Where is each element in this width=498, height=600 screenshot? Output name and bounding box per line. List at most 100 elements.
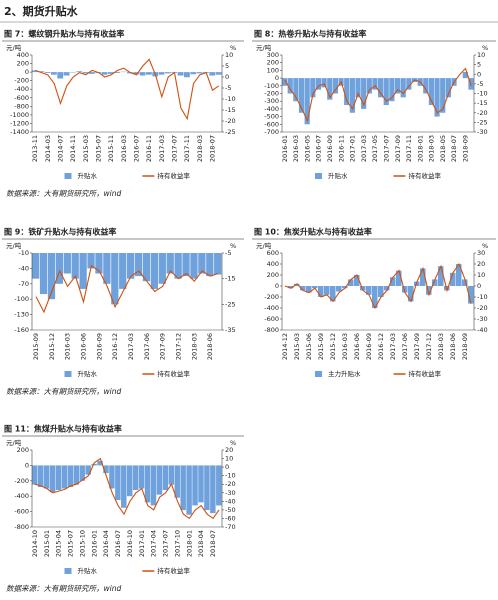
bar [158, 72, 165, 75]
legend-swatch [64, 371, 72, 377]
y2-unit: % [230, 44, 236, 52]
y2-tick-label: -20 [225, 480, 236, 488]
bar [355, 78, 361, 98]
x-tick-label: 2017-10 [173, 530, 181, 557]
x-tick-label: 2016-10 [126, 530, 134, 557]
bar [51, 72, 57, 75]
chart-title: 图 7：螺纹钢升贴水与持有收益率 [4, 29, 124, 39]
bar [101, 72, 108, 75]
x-tick-label: 2017-07 [171, 135, 179, 162]
bar [103, 253, 111, 284]
x-tick-label: 2016-04 [102, 530, 110, 557]
bar [55, 253, 64, 284]
bar [174, 465, 180, 498]
y2-tick-label: -10 [225, 472, 236, 480]
y-unit: 元/吨 [6, 43, 22, 52]
y2-tick-label: -50 [225, 506, 236, 514]
bar [89, 72, 95, 74]
bar [85, 465, 91, 475]
legend-label: 升贴水 [78, 369, 98, 378]
y-tick-label: -600 [14, 508, 29, 516]
x-tick-label: 2016-12 [377, 333, 385, 360]
x-tick-label: 2018-06 [449, 333, 457, 360]
y2-tick-label: -5 [225, 84, 231, 92]
bar [32, 70, 38, 73]
bar [327, 78, 333, 100]
chart-title: 图 8：热卷升贴水与持有收益率 [254, 29, 366, 39]
y2-tick-label: -20 [477, 304, 488, 312]
bar [190, 72, 197, 75]
y-tick-label: -200 [14, 77, 29, 85]
bar [82, 72, 89, 74]
bar [288, 286, 294, 289]
bar [315, 78, 322, 90]
x-tick-label: 2017-07 [162, 530, 170, 557]
legend-label: 持有收益率 [157, 171, 190, 180]
y-tick-label: -400 [264, 105, 279, 113]
bar [462, 71, 468, 79]
bar [134, 253, 143, 277]
y2-tick-label: -30 [477, 128, 488, 136]
y-unit: 元/吨 [256, 43, 272, 52]
x-tick-label: 2018-03 [428, 135, 436, 162]
bar [209, 72, 216, 76]
x-tick-label: 2016-06 [79, 333, 87, 360]
y2-tick-label: -10 [225, 95, 236, 103]
y-tick-label: -800 [14, 102, 29, 110]
bar [204, 465, 210, 511]
y2-tick-label: -15 [477, 99, 488, 107]
y2-unit: % [482, 44, 488, 52]
y-tick-label: -70 [18, 280, 29, 288]
bar [79, 253, 87, 289]
x-tick-label: 2017-06 [401, 333, 409, 360]
bar [63, 253, 71, 274]
y2-tick-label: 20 [477, 260, 485, 268]
x-tick-label: 2018-06 [206, 333, 214, 360]
legend-label: 持有收益率 [409, 369, 442, 378]
y2-tick-label: -10 [477, 293, 488, 301]
y2-tick-label: -60 [225, 514, 236, 522]
legend-swatch [64, 173, 72, 179]
line [34, 457, 220, 520]
bar [32, 253, 40, 279]
x-tick-label: 2016-07 [114, 530, 122, 557]
y-tick-label: 0 [275, 74, 279, 82]
line [35, 58, 220, 121]
bar [32, 465, 38, 485]
x-tick-label: 2017-06 [143, 333, 151, 360]
bar [63, 72, 70, 76]
bar [324, 286, 330, 295]
bar [43, 465, 50, 489]
x-tick-label: 2013-11 [31, 135, 39, 162]
y-tick-label: -600 [14, 94, 29, 102]
bar [304, 78, 310, 125]
bar [336, 286, 342, 292]
bar [133, 72, 140, 75]
line [284, 67, 472, 123]
bar [97, 460, 103, 466]
bar [440, 78, 446, 113]
bar [198, 253, 206, 274]
legend-label: 持有收益率 [157, 566, 190, 575]
x-tick-label: 2016-03 [341, 333, 349, 360]
x-tick-label: 2016-06 [353, 333, 361, 360]
section-heading: 2、期货升贴水 [4, 4, 79, 18]
bar [165, 72, 171, 74]
bar [400, 78, 406, 98]
y-tick-label: -100 [14, 295, 29, 303]
y2-tick-label: 5 [225, 62, 229, 70]
bar [383, 78, 389, 106]
bar [300, 286, 306, 291]
bar [180, 465, 186, 511]
bar [182, 253, 190, 277]
bar [127, 253, 135, 279]
y2-tick-label: 0 [477, 70, 481, 78]
y-unit: 元/吨 [6, 438, 22, 447]
bar [177, 72, 184, 76]
x-tick-label: 2017-09 [413, 333, 421, 360]
bar [216, 465, 222, 506]
bar [406, 78, 412, 90]
bar [332, 78, 339, 94]
y2-tick-label: -25 [477, 118, 488, 126]
y-tick-label: 200 [17, 60, 29, 68]
